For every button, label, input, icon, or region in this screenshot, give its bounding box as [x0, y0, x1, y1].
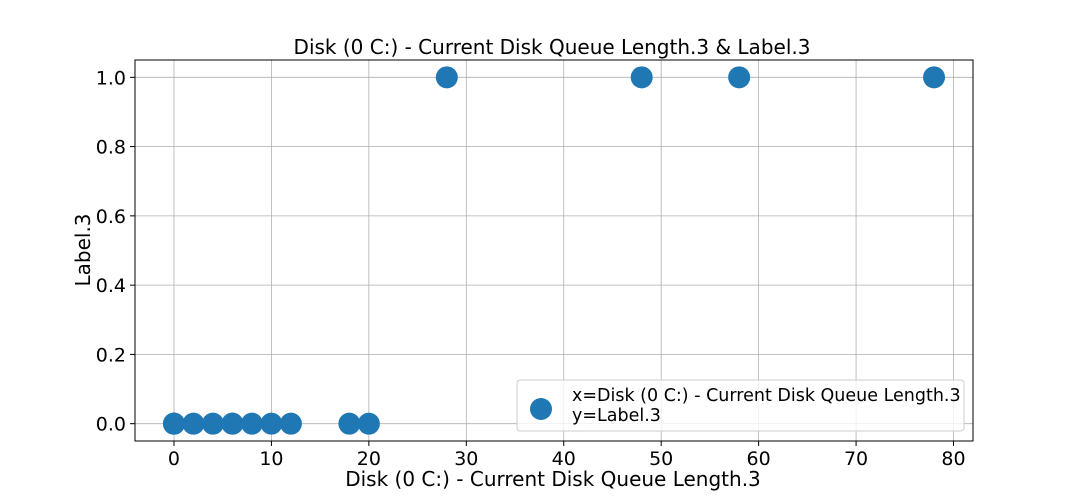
x-tick-label: 0: [168, 448, 180, 470]
x-axis-ticks: 0 10 20 30 40 50 60 70 80: [168, 441, 966, 470]
y-axis-label: Label.3: [71, 213, 95, 286]
x-tick-label: 10: [259, 448, 283, 470]
data-point: [182, 412, 205, 435]
y-tick-label: 0.0: [96, 414, 126, 436]
y-tick-label: 0.8: [96, 137, 126, 159]
y-tick-label: 0.6: [96, 206, 126, 228]
data-point: [240, 412, 263, 435]
data-point: [435, 66, 458, 89]
data-point: [162, 412, 185, 435]
chart-title: Disk (0 C:) - Current Disk Queue Length.…: [294, 35, 811, 59]
legend-box: [516, 379, 965, 432]
y-tick-label: 0.2: [96, 344, 126, 366]
x-tick-label: 80: [941, 448, 965, 470]
x-axis-label: Disk (0 C:) - Current Disk Queue Length.…: [345, 467, 761, 491]
x-tick-label: 60: [747, 448, 771, 470]
y-tick-label: 1.0: [96, 67, 126, 89]
data-point: [728, 66, 751, 89]
data-point: [630, 66, 653, 89]
x-tick-label: 50: [649, 448, 673, 470]
data-point: [201, 412, 224, 435]
data-point: [279, 412, 302, 435]
data-point: [357, 412, 380, 435]
data-points: [162, 66, 946, 435]
plot-area-frame: [134, 59, 974, 442]
data-point: [260, 412, 283, 435]
x-tick-label: 70: [844, 448, 868, 470]
y-axis-ticks: 0.0 0.2 0.4 0.6 0.8 1.0: [96, 67, 135, 436]
data-point: [923, 66, 946, 89]
data-point: [221, 412, 244, 435]
legend-marker: [530, 398, 552, 420]
x-tick-label: 20: [357, 448, 381, 470]
y-tick-label: 0.4: [96, 275, 126, 297]
legend-line-x: x=Disk (0 C:) - Current Disk Queue Lengt…: [572, 386, 961, 406]
legend-line-y: y=Label.3: [572, 406, 661, 426]
x-tick-label: 30: [454, 448, 478, 470]
data-point: [338, 412, 361, 435]
x-tick-label: 40: [552, 448, 576, 470]
legend: x=Disk (0 C:) - Current Disk Queue Lengt…: [516, 379, 965, 432]
